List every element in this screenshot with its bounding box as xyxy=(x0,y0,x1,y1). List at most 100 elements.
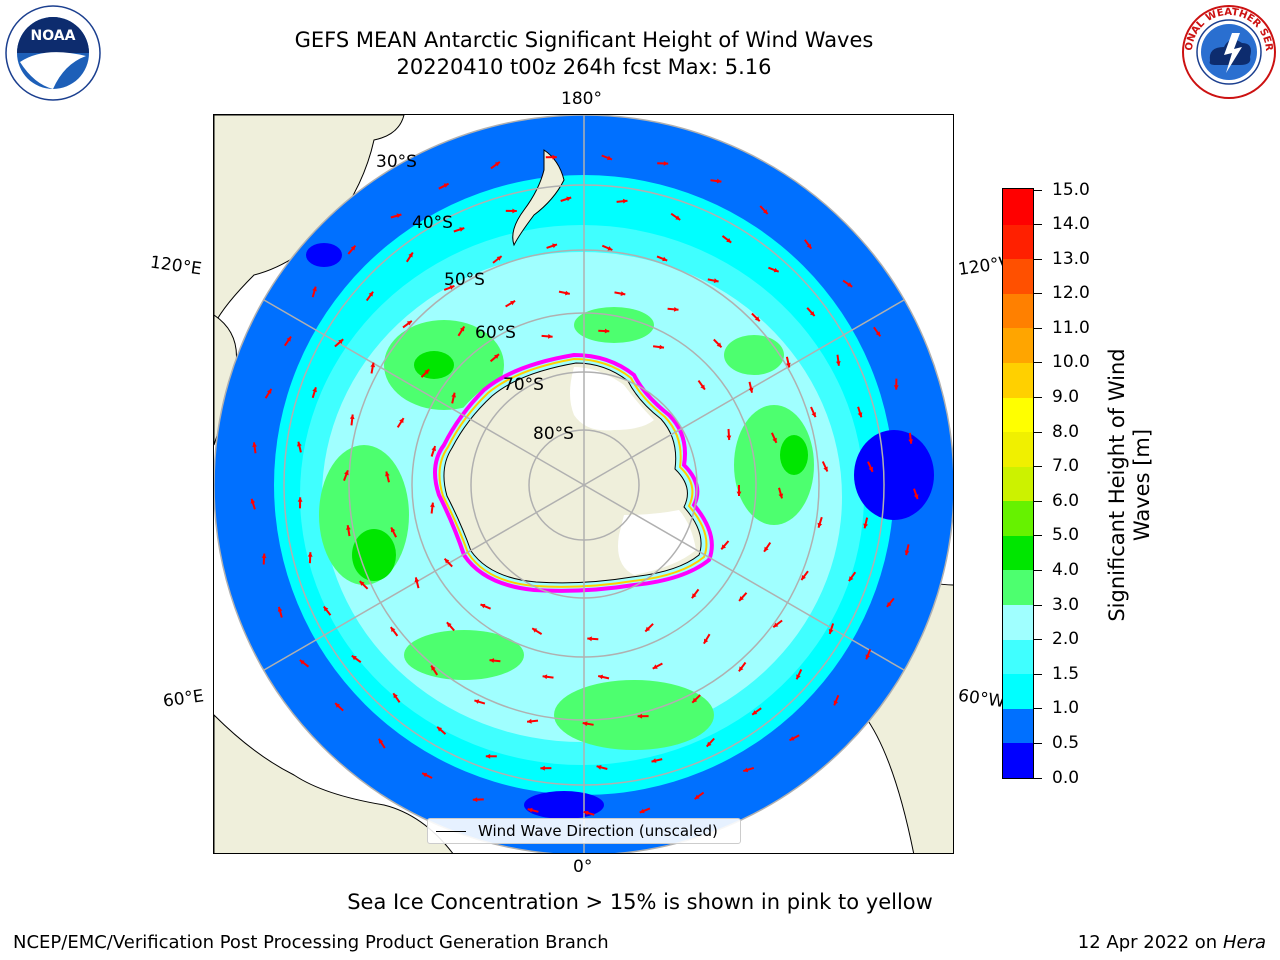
wave-arrow-head xyxy=(299,660,305,665)
wave-arrow-head xyxy=(431,665,436,671)
wave-arrow-head xyxy=(801,575,806,580)
footer-machine: Hera xyxy=(1222,932,1266,953)
wave-arrow-head xyxy=(823,466,828,472)
lon-label-60w: 60°W xyxy=(956,685,1007,713)
wave-arrow-head xyxy=(772,437,777,443)
lat-label-80s: 80°S xyxy=(533,424,574,444)
colorbar-tick-label: 6.0 xyxy=(1052,490,1080,511)
land-new-zealand xyxy=(512,149,565,247)
wave-arrow-head xyxy=(451,392,456,398)
wave-arrow-head xyxy=(857,412,863,418)
wave-arrow-head xyxy=(651,758,657,763)
wave-arrow-head xyxy=(323,606,329,612)
wave-arrow-head xyxy=(351,655,357,661)
wave-arrow-head xyxy=(836,361,841,366)
colorbar-tick xyxy=(1034,327,1042,329)
wave-arrow-head xyxy=(408,252,413,258)
colorbar-tick-label: 3.0 xyxy=(1052,594,1080,615)
lon-label-120e: 120°E xyxy=(148,252,203,280)
colorbar-tick xyxy=(1034,742,1042,744)
wave-arrow-head xyxy=(786,362,791,368)
wave-arrow-head xyxy=(472,797,478,803)
wave-arrow-head xyxy=(391,527,396,533)
colorbar-tick xyxy=(1034,500,1042,502)
lon-label-60e: 60°E xyxy=(161,686,206,712)
wave-arrow-head xyxy=(875,331,881,337)
wave-arrow-head xyxy=(582,721,588,727)
wave-arrow-head xyxy=(604,328,610,334)
wave-arrow-head xyxy=(480,603,486,609)
colorbar-tick-label: 8.0 xyxy=(1052,421,1080,442)
wave-arrow-head xyxy=(809,311,815,316)
noaa-logo: NOAA xyxy=(5,5,101,101)
wave-arrow-head xyxy=(494,161,500,167)
wave-arrow-head xyxy=(565,290,570,296)
wave-arrow-head xyxy=(726,435,732,440)
wave-arrow-head xyxy=(510,300,516,306)
colorbar-tick xyxy=(1034,431,1042,433)
wave-arrow-head xyxy=(583,810,589,816)
colorbar-tick-label: 10.0 xyxy=(1052,352,1090,373)
colorbar-tick-label: 11.0 xyxy=(1052,317,1090,338)
legend-label: Wind Wave Direction (unscaled) xyxy=(478,822,718,840)
colorbar-segment xyxy=(1003,258,1033,294)
wave-arrow-head xyxy=(662,256,668,262)
wave-arrow-head xyxy=(706,741,712,747)
colorbar-tick-label: 2.0 xyxy=(1052,629,1080,650)
colorbar-tick xyxy=(1034,569,1042,571)
colorbar xyxy=(1002,188,1034,779)
wave-arrow-head xyxy=(663,161,669,166)
wave-arrow-head xyxy=(607,155,612,161)
lat-label-70s: 70°S xyxy=(503,375,544,395)
wave-arrow-head xyxy=(307,552,313,557)
nws-logo: NATIONAL WEATHER SERVICE xyxy=(1180,3,1276,99)
wave-arrow-head xyxy=(789,736,795,741)
wave-arrow-head xyxy=(773,622,779,628)
lat-label-60s: 60°S xyxy=(475,323,516,343)
wave-arrow-head xyxy=(694,794,700,800)
wave-arrow-head xyxy=(312,387,317,393)
wave-arrow-head xyxy=(607,246,613,251)
lat-label-40s: 40°S xyxy=(412,213,453,233)
wave-arrow-head xyxy=(449,285,455,290)
lon-label-180: 180° xyxy=(561,89,602,109)
wave-arrow-head xyxy=(764,546,769,552)
wave-arrow-head xyxy=(645,626,651,632)
wave-arrow-head xyxy=(703,638,709,644)
colorbar-tick-label: 14.0 xyxy=(1052,214,1090,235)
wave-arrow-head xyxy=(863,523,868,529)
colorbar-tick xyxy=(1034,362,1042,364)
colorbar-tick-label: 7.0 xyxy=(1052,456,1080,477)
colorbar-tick-label: 4.0 xyxy=(1052,559,1080,580)
colorbar-title: Significant Height of Wind Waves [m] xyxy=(1105,348,1154,622)
colorbar-tick xyxy=(1034,189,1042,191)
colorbar-segment xyxy=(1003,224,1033,260)
legend-line-swatch xyxy=(436,831,466,832)
wave-arrow-head xyxy=(494,354,499,359)
wave-arrow-head xyxy=(847,282,853,287)
wave-arrow-head xyxy=(913,494,919,500)
colorbar-segment xyxy=(1003,673,1033,709)
wave-arrow-head xyxy=(396,213,402,218)
wave-arrow-head xyxy=(422,772,428,778)
colorbar-segment xyxy=(1003,293,1033,329)
footer-date: 12 Apr 2022 on Hera xyxy=(1078,932,1266,953)
colorbar-segment xyxy=(1003,708,1033,744)
wave-arrow-head xyxy=(431,446,436,451)
colorbar-segment xyxy=(1003,639,1033,675)
wave-arrow-head xyxy=(778,493,784,499)
land-africa xyxy=(214,714,454,853)
wave-arrow-head xyxy=(754,316,760,322)
wave-arrow-head xyxy=(752,710,758,715)
wind-wave-arrows xyxy=(250,154,919,816)
wave-arrow-head xyxy=(459,326,465,332)
colorbar-segment xyxy=(1003,535,1033,571)
wave-arrow-head xyxy=(385,471,390,477)
colorbar-tick-label: 1.5 xyxy=(1052,663,1080,684)
colorbar-tick xyxy=(1034,293,1042,295)
wave-arrow-head xyxy=(344,470,349,476)
wave-arrow-head xyxy=(261,553,267,559)
wave-arrow-head xyxy=(252,442,257,448)
wave-arrow-head xyxy=(368,291,374,297)
polar-map xyxy=(213,114,954,854)
